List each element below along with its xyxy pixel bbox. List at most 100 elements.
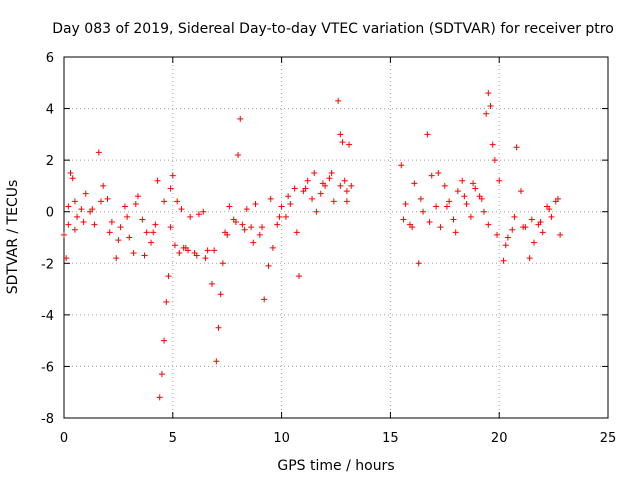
data-point <box>500 257 507 264</box>
data-point <box>187 213 194 220</box>
data-point <box>330 198 337 205</box>
data-point <box>239 221 246 228</box>
data-point <box>528 216 535 223</box>
data-point <box>104 195 111 202</box>
data-point <box>130 249 137 256</box>
data-point <box>520 224 527 231</box>
data-point <box>398 162 405 169</box>
data-point <box>195 211 202 218</box>
data-point <box>269 244 276 251</box>
data-point <box>400 216 407 223</box>
data-point <box>100 182 107 189</box>
axis-ticks: 0 5 10 15 20 25 -8 -6 -4 -2 0 2 4 6 <box>41 51 616 446</box>
data-point <box>248 224 255 231</box>
y-tick-label: 4 <box>46 103 54 118</box>
data-point <box>65 203 72 210</box>
data-point <box>343 198 350 205</box>
data-point <box>274 221 281 228</box>
data-point <box>420 208 427 215</box>
data-point <box>237 115 244 122</box>
data-point <box>61 231 67 238</box>
data-point <box>311 170 318 177</box>
data-point <box>115 237 122 244</box>
data-point <box>317 190 324 197</box>
data-point <box>426 219 433 226</box>
x-tick-label: 15 <box>382 431 399 446</box>
data-point <box>141 252 148 259</box>
data-point <box>124 213 131 220</box>
data-point <box>163 298 170 305</box>
data-point <box>71 226 78 233</box>
data-point <box>235 151 242 158</box>
data-point <box>217 291 224 298</box>
data-point <box>309 195 316 202</box>
data-point <box>485 221 492 228</box>
x-tick-label: 10 <box>273 431 290 446</box>
data-point <box>143 229 150 236</box>
data-point <box>256 231 263 238</box>
data-point <box>546 206 553 213</box>
data-point <box>126 234 133 241</box>
y-tick-label: 6 <box>46 51 54 66</box>
data-point <box>461 193 468 200</box>
data-point <box>150 229 157 236</box>
data-point <box>134 193 141 200</box>
data-point <box>132 200 139 207</box>
data-point <box>117 224 124 231</box>
data-point <box>82 190 89 197</box>
data-point <box>463 200 470 207</box>
data-point <box>489 141 496 148</box>
data-point <box>224 231 231 238</box>
data-point <box>470 180 477 187</box>
data-point <box>433 203 440 210</box>
data-point <box>326 175 333 182</box>
data-point <box>402 200 409 207</box>
y-tick-label: -4 <box>41 309 54 324</box>
data-point <box>226 203 233 210</box>
data-point <box>161 198 168 205</box>
data-point <box>202 255 209 262</box>
data-point <box>74 213 81 220</box>
data-point <box>241 226 248 233</box>
data-point <box>450 216 457 223</box>
data-point <box>472 185 479 192</box>
y-tick-label: 0 <box>46 206 54 221</box>
data-point <box>287 200 294 207</box>
data-point <box>78 206 85 213</box>
data-point <box>282 213 289 220</box>
data-point <box>443 203 450 210</box>
data-point <box>113 255 120 262</box>
data-point <box>411 180 418 187</box>
data-point <box>293 229 300 236</box>
data-point <box>154 177 161 184</box>
data-point <box>417 195 424 202</box>
data-point <box>174 198 181 205</box>
data-point <box>80 219 87 226</box>
data-point <box>180 244 187 251</box>
data-point <box>487 102 494 109</box>
data-point <box>121 203 128 210</box>
data-point <box>108 219 115 226</box>
x-tick-label: 5 <box>169 431 177 446</box>
data-point <box>313 208 320 215</box>
data-point <box>302 185 309 192</box>
data-point <box>459 177 466 184</box>
data-point <box>167 224 174 231</box>
data-point <box>250 239 257 246</box>
data-point <box>504 234 511 241</box>
data-point <box>496 177 503 184</box>
x-tick-label: 25 <box>600 431 617 446</box>
data-point <box>537 219 544 226</box>
data-point <box>539 229 546 236</box>
data-point <box>232 219 239 226</box>
data-point <box>341 177 348 184</box>
data-point <box>339 139 346 146</box>
data-point <box>185 247 192 254</box>
data-point <box>215 324 222 331</box>
data-point <box>213 358 220 365</box>
data-point <box>252 200 259 207</box>
data-point <box>167 185 174 192</box>
data-point <box>65 221 72 228</box>
data-point <box>171 242 178 249</box>
data-point <box>139 216 146 223</box>
